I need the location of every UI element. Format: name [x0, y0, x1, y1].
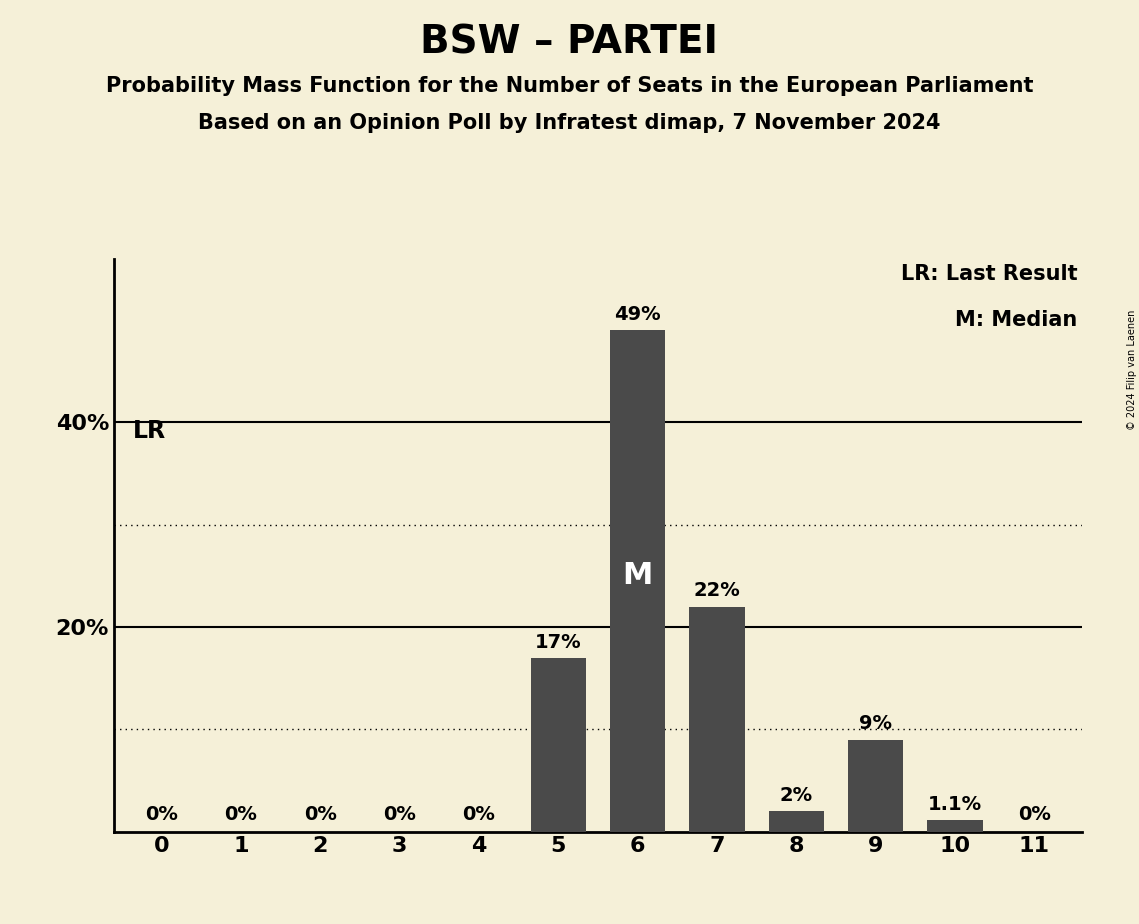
- Bar: [609, 331, 665, 832]
- Bar: [531, 658, 587, 832]
- Text: © 2024 Filip van Laenen: © 2024 Filip van Laenen: [1126, 310, 1137, 430]
- Bar: [927, 821, 983, 832]
- Text: 0%: 0%: [1018, 806, 1051, 824]
- Bar: [847, 739, 903, 832]
- Text: LR: LR: [133, 419, 166, 444]
- Text: 0%: 0%: [383, 806, 416, 824]
- Text: 22%: 22%: [694, 581, 740, 601]
- Text: Probability Mass Function for the Number of Seats in the European Parliament: Probability Mass Function for the Number…: [106, 76, 1033, 96]
- Text: BSW – PARTEI: BSW – PARTEI: [420, 23, 719, 61]
- Bar: [689, 606, 745, 832]
- Text: 0%: 0%: [145, 806, 178, 824]
- Text: 0%: 0%: [304, 806, 337, 824]
- Text: 1.1%: 1.1%: [928, 796, 982, 814]
- Text: M: Median: M: Median: [954, 310, 1077, 330]
- Text: 2%: 2%: [780, 786, 813, 805]
- Text: 0%: 0%: [462, 806, 495, 824]
- Text: 9%: 9%: [859, 714, 892, 734]
- Text: Based on an Opinion Poll by Infratest dimap, 7 November 2024: Based on an Opinion Poll by Infratest di…: [198, 113, 941, 133]
- Text: 49%: 49%: [614, 305, 661, 324]
- Text: 17%: 17%: [535, 633, 582, 651]
- Bar: [769, 811, 825, 832]
- Text: 0%: 0%: [224, 806, 257, 824]
- Text: LR: Last Result: LR: Last Result: [901, 264, 1077, 285]
- Text: M: M: [623, 562, 653, 590]
